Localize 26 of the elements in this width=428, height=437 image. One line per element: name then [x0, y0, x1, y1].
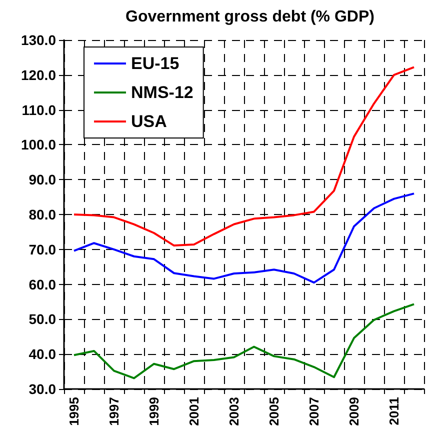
y-tick-label: 30.0 [28, 381, 56, 397]
y-tick-label: 60.0 [28, 276, 56, 292]
y-tick-label: 130.0 [20, 32, 56, 48]
x-tick-label: 2009 [346, 397, 362, 426]
x-tick-label: 2007 [306, 397, 322, 426]
line-series [73, 303, 415, 380]
y-tick-label: 40.0 [28, 346, 56, 362]
legend-label: USA [131, 112, 167, 131]
legend-label: NMS-12 [131, 83, 194, 102]
y-tick-label: 110.0 [22, 102, 56, 118]
x-tick-label: 2011 [386, 397, 402, 426]
x-tick-label: 2001 [186, 397, 202, 426]
y-tick-label: 80.0 [28, 206, 56, 222]
y-tick-label: 100.0 [20, 136, 56, 153]
x-tick-label: 1999 [146, 397, 162, 426]
x-tick-label: 1997 [106, 397, 122, 426]
y-tick-label: 90.0 [28, 172, 56, 188]
x-tick-label: 2003 [226, 397, 242, 426]
legend-label: EU-15 [131, 54, 180, 73]
x-tick-label: 1995 [66, 397, 82, 426]
chart-title: Government gross debt (% GDP) [126, 8, 374, 26]
line-series [73, 192, 415, 284]
y-tick-label: 120.0 [20, 66, 56, 83]
x-tick-label: 2005 [266, 397, 282, 426]
y-tick-label: 50.0 [28, 311, 56, 328]
y-tick-label: 70.0 [28, 241, 56, 258]
